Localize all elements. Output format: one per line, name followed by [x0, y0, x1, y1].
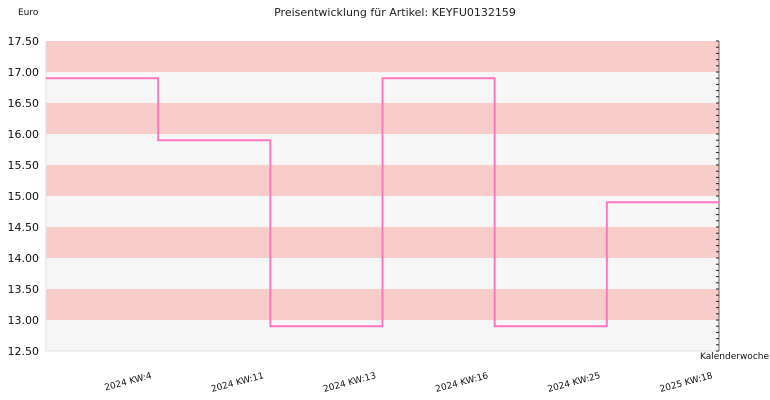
x-tick-label: 2024 KW:13 — [322, 371, 377, 395]
chart-title: Preisentwicklung für Artikel: KEYFU01321… — [274, 6, 516, 19]
y-tick-label: 12.50 — [8, 345, 40, 358]
series-layer — [46, 77, 719, 328]
x-tick-label: 2024 KW:4 — [104, 371, 154, 393]
x-tick-label: 2024 KW:11 — [210, 371, 265, 395]
y-axis-label: Euro — [18, 8, 39, 18]
y-tick-label: 17.50 — [8, 35, 40, 48]
y-tick-label: 13.00 — [8, 314, 40, 327]
x-axis-label: Kalenderwoche — [700, 352, 769, 362]
y-tick-label: 15.00 — [8, 190, 40, 203]
y-tick-label: 13.50 — [8, 283, 40, 296]
price-series-line — [46, 77, 719, 328]
axes — [45, 40, 720, 352]
x-tick-label: 2024 KW:25 — [547, 371, 602, 395]
x-tick-label: 2025 KW:18 — [659, 371, 714, 395]
y-tick-label: 14.50 — [8, 221, 40, 234]
y-tick-label: 16.00 — [8, 128, 40, 141]
y-tick-label: 15.50 — [8, 159, 40, 172]
y-tick-label: 17.00 — [8, 66, 40, 79]
background-band — [46, 41, 719, 72]
y-tick-label: 16.50 — [8, 97, 40, 110]
x-tick-label: 2024 KW:16 — [434, 371, 489, 395]
y-tick-label: 14.00 — [8, 252, 40, 265]
